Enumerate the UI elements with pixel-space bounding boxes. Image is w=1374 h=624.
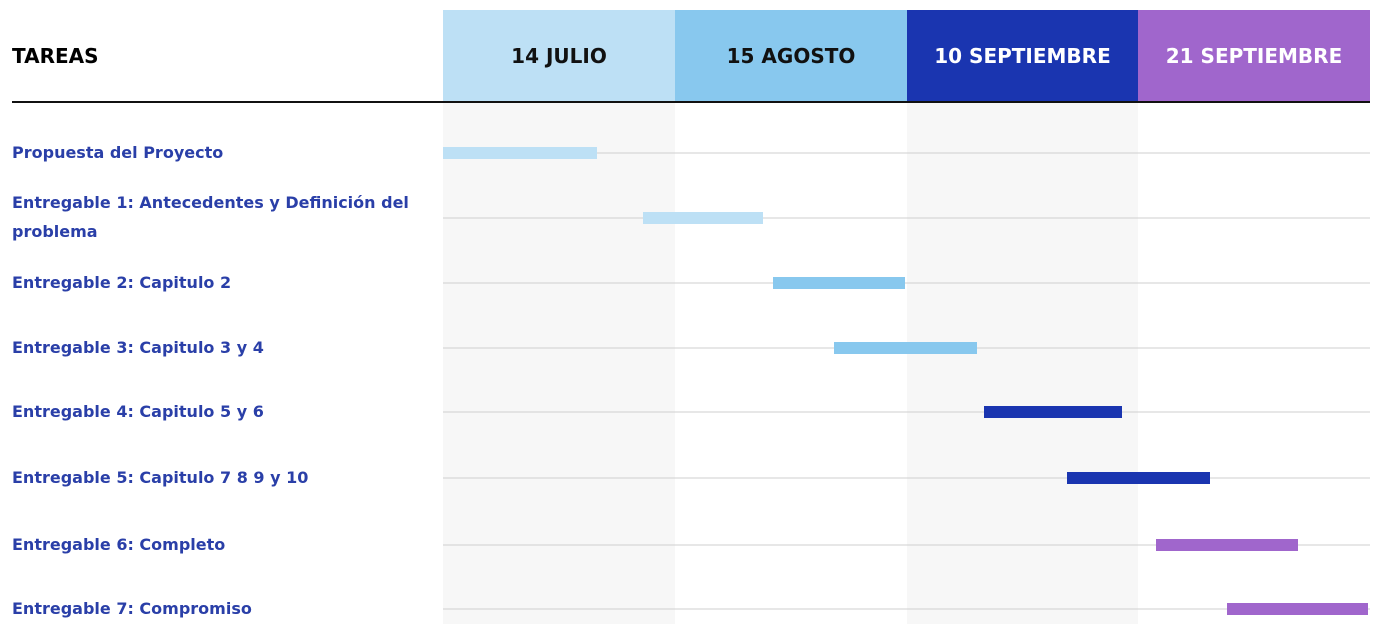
task-label: Entregable 3: Capitulo 3 y 4 (12, 338, 264, 357)
task-bar (1067, 472, 1210, 484)
header-cell (907, 10, 1138, 102)
task-label: Propuesta del Proyecto (12, 143, 224, 162)
task-bar (1227, 603, 1368, 615)
task-label: Entregable 1: Antecedentes y Definición … (12, 193, 409, 241)
task-label: Entregable 2: Capitulo 2 (12, 273, 232, 292)
task-label: Entregable 6: Completo (12, 535, 226, 554)
header-cell (443, 10, 675, 102)
task-bar (443, 147, 597, 159)
task-bar (984, 406, 1122, 418)
task-bar (1156, 539, 1298, 551)
task-label: Entregable 4: Capitulo 5 y 6 (12, 402, 264, 421)
column-header: 10 SEPTIEMBRE (934, 44, 1111, 68)
task-bar (834, 342, 977, 354)
column-header: 14 JULIO (511, 44, 607, 68)
rows (443, 147, 1370, 615)
tasks-heading: TAREAS (12, 44, 99, 68)
column-shade (443, 102, 675, 624)
task-bar (643, 212, 763, 224)
task-bar (773, 277, 905, 289)
column-header: 21 SEPTIEMBRE (1165, 44, 1343, 68)
header-cell (675, 10, 907, 102)
column-shade (907, 102, 1138, 624)
column-header: 15 AGOSTO (726, 44, 856, 68)
header-cell (1138, 10, 1370, 102)
task-label: Entregable 7: Compromiso (12, 599, 252, 618)
task-label: Entregable 5: Capitulo 7 8 9 y 10 (12, 468, 309, 487)
